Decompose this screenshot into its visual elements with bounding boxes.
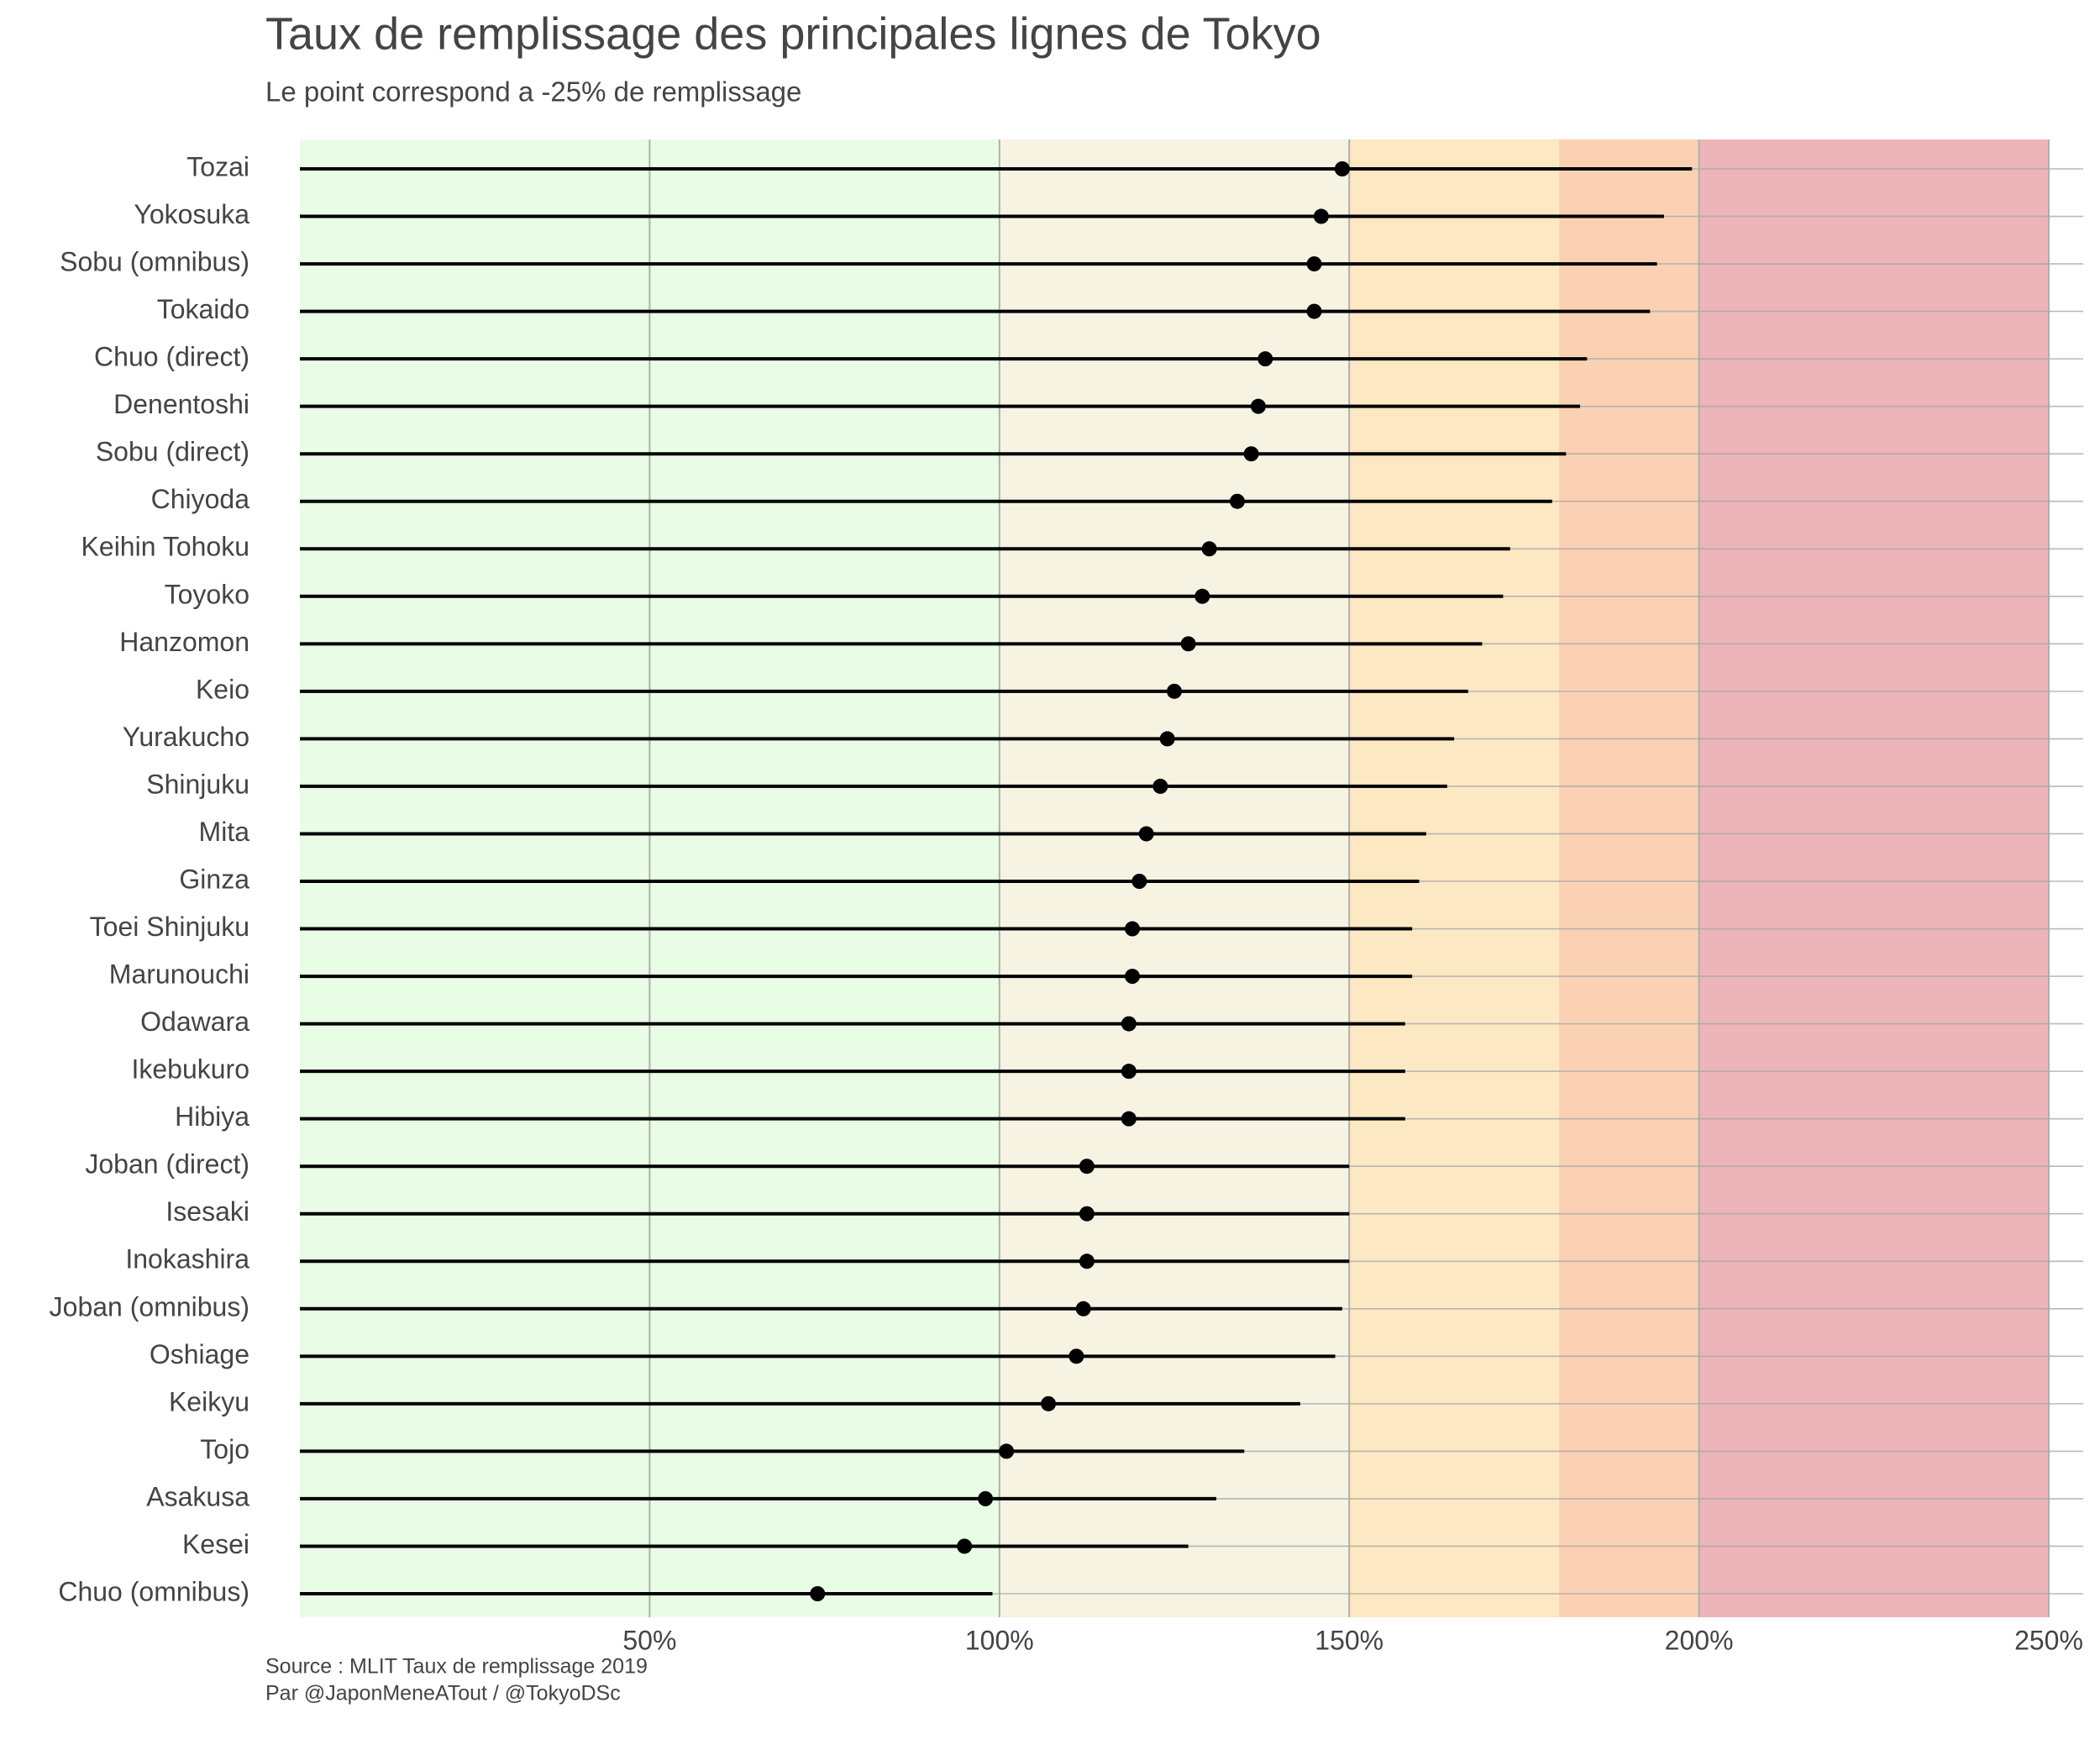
- point: [1125, 969, 1141, 985]
- point: [810, 1586, 826, 1601]
- x-tick-label: 50%: [622, 1625, 676, 1655]
- y-tick-label: Hanzomon: [119, 627, 249, 657]
- y-tick-label: Tozai: [186, 151, 249, 181]
- y-tick-label: Ikebukuro: [131, 1054, 249, 1085]
- zone-band: [1349, 139, 1560, 1617]
- point: [1229, 493, 1245, 509]
- point: [1138, 826, 1154, 842]
- y-tick-label: Ginza: [179, 864, 249, 894]
- y-tick-label: Tokaido: [157, 294, 249, 324]
- point: [978, 1490, 994, 1506]
- y-tick-label: Joban (direct): [85, 1149, 249, 1180]
- y-tick-label: Keihin Tohoku: [81, 532, 249, 562]
- point: [1121, 1064, 1137, 1080]
- point: [1121, 1111, 1137, 1127]
- y-tick-label: Hibiya: [175, 1101, 249, 1132]
- point: [1257, 351, 1273, 367]
- point: [1313, 208, 1329, 224]
- point: [1306, 303, 1322, 319]
- source-note: Par @JaponMeneATout / @TokyoDSc: [265, 1682, 621, 1705]
- point: [1125, 921, 1141, 937]
- source-note: Source : MLIT Taux de remplissage 2019: [265, 1655, 648, 1679]
- y-tick-label: Tojo: [200, 1434, 249, 1464]
- y-tick-label: Oshiage: [150, 1339, 249, 1369]
- point: [1079, 1253, 1095, 1269]
- x-tick-label: 250%: [2014, 1625, 2083, 1655]
- y-tick-label: Sobu (direct): [96, 437, 249, 467]
- point: [999, 1443, 1015, 1459]
- y-tick-label: Keikyu: [169, 1386, 249, 1416]
- point: [1079, 1206, 1095, 1222]
- point: [1075, 1301, 1091, 1316]
- zone-band: [1698, 139, 2049, 1617]
- point: [1250, 398, 1266, 414]
- y-tick-label: Chiyoda: [151, 484, 250, 514]
- y-tick-label: Mita: [199, 817, 250, 847]
- x-tick-label: 100%: [965, 1625, 1034, 1655]
- point: [1306, 256, 1322, 272]
- y-tick-label: Denentoshi: [113, 389, 249, 419]
- y-tick-label: Yurakucho: [123, 722, 249, 752]
- y-tick-label: Chuo (direct): [94, 342, 249, 372]
- point: [1167, 683, 1182, 699]
- point: [1180, 636, 1196, 652]
- y-tick-label: Asakusa: [146, 1481, 249, 1511]
- y-tick-label: Chuo (omnibus): [58, 1576, 249, 1606]
- y-tick-label: Inokashira: [125, 1244, 249, 1274]
- zone-band: [1559, 139, 1699, 1617]
- y-tick-label: Odawara: [140, 1006, 249, 1037]
- y-tick-label: Toei Shinjuku: [90, 912, 249, 942]
- point: [1194, 588, 1210, 604]
- point: [1159, 731, 1175, 747]
- point: [957, 1538, 973, 1554]
- y-tick-label: Marunouchi: [109, 959, 249, 990]
- y-tick-label: Toyoko: [165, 579, 249, 609]
- chart-title: Taux de remplissage des principales lign…: [265, 8, 1321, 59]
- x-tick-label: 150%: [1315, 1625, 1383, 1655]
- y-tick-label: Joban (omnibus): [50, 1291, 249, 1322]
- x-tick-label: 200%: [1665, 1625, 1734, 1655]
- point: [1152, 778, 1168, 794]
- y-tick-label: Yokosuka: [134, 199, 249, 229]
- chart-subtitle: Le point correspond a -25% de remplissag…: [265, 76, 801, 108]
- point: [1201, 541, 1217, 557]
- y-tick-label: Shinjuku: [146, 769, 249, 799]
- point: [1243, 446, 1259, 462]
- point: [1041, 1395, 1057, 1411]
- point: [1334, 161, 1350, 176]
- y-tick-label: Keio: [196, 674, 249, 704]
- y-tick-label: Kesei: [182, 1529, 249, 1559]
- y-tick-label: Sobu (omnibus): [60, 247, 249, 277]
- point: [1079, 1159, 1095, 1175]
- point: [1121, 1016, 1137, 1032]
- y-tick-label: Isesaki: [165, 1196, 249, 1227]
- point: [1068, 1348, 1084, 1364]
- zone-band: [999, 139, 1350, 1617]
- point: [1131, 874, 1147, 889]
